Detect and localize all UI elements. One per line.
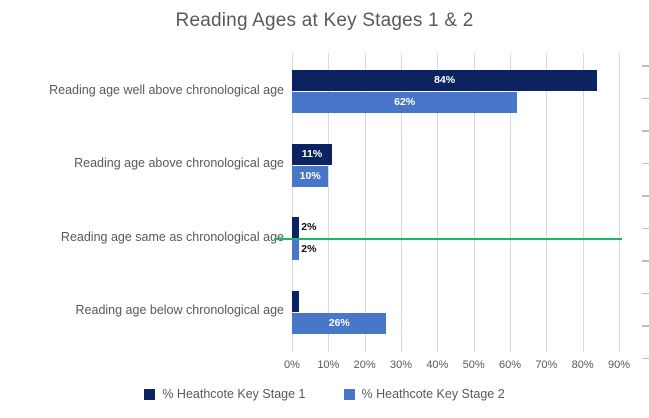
bar-series2 — [292, 312, 387, 334]
bar-series1 — [292, 290, 300, 312]
bar-data-label: 11% — [301, 147, 323, 160]
secondary-axis-tick — [642, 325, 649, 327]
x-axis-tick-label: 0% — [284, 359, 300, 371]
bar-series2 — [292, 239, 300, 261]
gridline — [437, 53, 439, 352]
gridline — [509, 53, 511, 352]
gridline — [582, 53, 584, 352]
legend-swatch-icon — [343, 388, 355, 400]
secondary-axis-tick — [642, 357, 649, 360]
bar-data-label: 2% — [301, 221, 317, 234]
gridline — [546, 53, 548, 352]
gridline — [292, 53, 293, 352]
gridline — [364, 53, 366, 352]
bar-series1 — [292, 217, 300, 239]
bar-series2 — [292, 92, 518, 114]
category-label: Reading age above chronological age — [74, 156, 284, 171]
legend-label: % Heathcote Key Stage 2 — [361, 387, 505, 401]
secondary-axis-tick — [642, 292, 649, 295]
secondary-axis-tick — [642, 65, 649, 67]
gridline — [473, 53, 475, 352]
bar-data-label: 62% — [394, 96, 416, 109]
gridline — [328, 53, 330, 352]
x-axis-tick-label: 20% — [353, 359, 376, 371]
bar-series1 — [292, 143, 332, 165]
category-label: Reading age same as chronological age — [60, 229, 284, 244]
reference-line — [274, 237, 622, 240]
bar-data-label: 10% — [299, 169, 321, 182]
legend-label: % Heathcote Key Stage 1 — [162, 387, 306, 401]
secondary-axis-tick — [642, 97, 649, 100]
legend-item-series2: % Heathcote Key Stage 2 — [343, 387, 505, 401]
bar-series2 — [292, 165, 329, 187]
bar-data-label: 84% — [434, 74, 456, 87]
gridline — [618, 53, 620, 352]
x-axis-tick-label: 80% — [571, 359, 594, 371]
secondary-axis-tick — [642, 260, 649, 262]
x-axis-tick-label: 50% — [462, 359, 485, 371]
bar-data-label: 26% — [328, 316, 350, 329]
secondary-axis-tick — [642, 195, 649, 197]
chart-title: Reading Ages at Key Stages 1 & 2 — [175, 10, 474, 31]
x-axis-tick-label: 10% — [317, 359, 340, 371]
category-label: Reading age well above chronological age — [49, 82, 284, 97]
legend-swatch-icon — [144, 388, 156, 400]
x-axis-tick-label: 30% — [389, 359, 412, 371]
legend-item-series1: % Heathcote Key Stage 1 — [144, 387, 306, 401]
chart-legend: % Heathcote Key Stage 1 % Heathcote Key S… — [0, 387, 649, 401]
secondary-axis-tick — [642, 162, 649, 165]
bar-data-label: 2% — [301, 243, 317, 256]
bar-series1 — [292, 70, 598, 92]
x-axis-tick-label: 90% — [607, 359, 630, 371]
x-axis-tick-label: 60% — [498, 359, 521, 371]
secondary-axis-tick — [642, 130, 649, 132]
gridline — [400, 53, 402, 352]
x-axis-tick-label: 70% — [535, 359, 558, 371]
x-axis-tick-label: 40% — [426, 359, 449, 371]
secondary-axis-tick — [642, 227, 649, 230]
category-label: Reading age below chronological age — [75, 303, 284, 318]
